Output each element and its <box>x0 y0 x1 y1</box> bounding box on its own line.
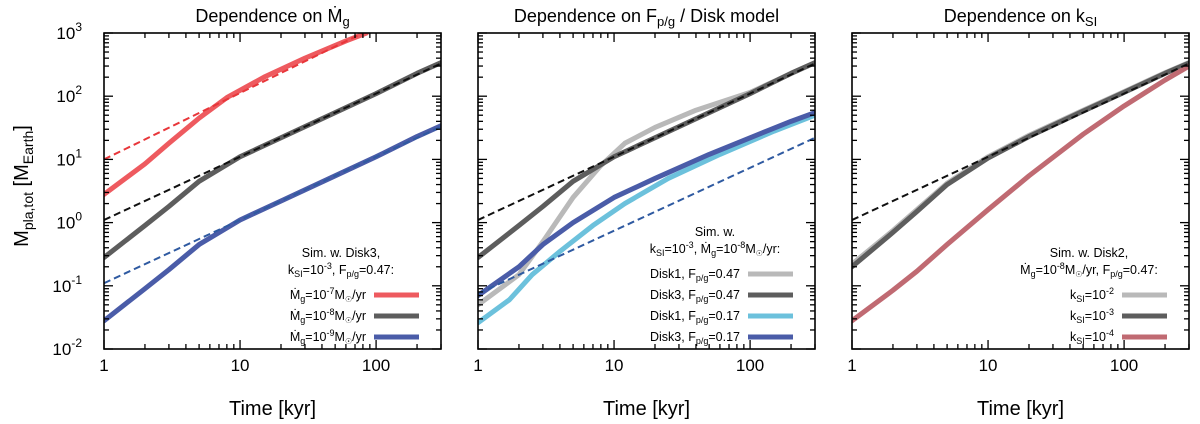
panel-title: Dependence on kSI​ <box>944 6 1097 29</box>
legend-label: Ṁg​=10-9​M☉​/yr <box>290 328 366 346</box>
legend-label: Disk1, Fp/g​=0.17 <box>650 309 740 325</box>
y-tick-label: 102 <box>56 83 82 106</box>
legend-header: Ṁg​=10-8​M☉​/yr, Fp/g​=0.47: <box>1020 261 1158 279</box>
y-tick-label: 10-2 <box>52 336 82 359</box>
y-tick-label: 101 <box>56 146 82 169</box>
legend-label: Ṁg​=10-8​M☉​/yr <box>290 307 366 325</box>
dashed-line-blue_dashed <box>478 136 815 295</box>
legend-header: Sim. w. Disk2, <box>1050 246 1129 260</box>
plot-frame <box>477 32 816 350</box>
series-line-light_blue <box>478 112 815 326</box>
series-line-blue <box>478 110 815 299</box>
panel-3: Dependence on kSI​ 1 10 100 Time [kyr] Sim. w… <box>847 6 1190 420</box>
series-group <box>852 60 1189 324</box>
legend-header: Sim. w. <box>695 225 735 239</box>
panels: Dependence on Ṁg​ 1 10 100 Time [kyr] 10-2 10-… <box>52 6 1190 420</box>
dashed-line-blue_dashed <box>104 125 441 285</box>
dashed-line-black_dashed <box>104 62 441 221</box>
legend-header: kSI​=10-3​, Ṁg​=10-8​M☉​/yr: <box>650 240 781 258</box>
x-axis-label: Time [kyr] <box>603 398 690 420</box>
plot-frame <box>103 32 442 350</box>
legend-label: Disk3, Fp/g​=0.47 <box>650 288 740 304</box>
legend-header: kSI​=10-3​, Fp/g​=0.47: <box>288 261 394 279</box>
dashed-line-black_dashed <box>852 62 1189 221</box>
x-axis-label: Time [kyr] <box>229 398 316 420</box>
series-line-dark_gray <box>478 60 815 261</box>
x-tick-label: 100 <box>362 356 390 375</box>
x-tick-label: 100 <box>736 356 764 375</box>
x-axis-label: Time [kyr] <box>977 398 1064 420</box>
x-tick-label: 10 <box>231 356 250 375</box>
panel-title: Dependence on Ṁg​ <box>195 6 349 29</box>
legend-label: kSI​=10-3​ <box>1070 307 1114 325</box>
y-tick-label: 100 <box>56 210 82 233</box>
legend-label: kSI​=10-2​ <box>1070 286 1114 304</box>
series-line-red <box>104 33 369 197</box>
y-tick-label: 10-1 <box>52 273 82 296</box>
legend-label: Disk1, Fp/g​=0.47 <box>650 267 740 283</box>
x-tick-label: 10 <box>979 356 998 375</box>
series-line-light_gray <box>852 60 1189 267</box>
x-tick-label: 1 <box>99 356 108 375</box>
x-tick-label: 1 <box>473 356 482 375</box>
series-line-dark_gray <box>104 60 441 261</box>
panel-title: Dependence on Fp/g / Disk model <box>514 6 779 29</box>
panel-2: Dependence on Fp/g / Disk model 1 10 100 Tim… <box>473 6 816 420</box>
y-axis-label: Mpla,tot [MEarth] <box>11 125 36 247</box>
legend-header: Sim. w. Disk3, <box>302 246 381 260</box>
series-line-rose <box>852 63 1189 324</box>
series-group <box>104 33 441 324</box>
legend-label: Disk3, Fp/g​=0.17 <box>650 330 740 346</box>
x-tick-label: 100 <box>1110 356 1138 375</box>
legend-label: kSI​=10-4​ <box>1070 328 1114 346</box>
y-tick-label: 103 <box>56 20 82 43</box>
dashed-line-black_dashed <box>478 62 815 221</box>
plot-frame <box>851 32 1190 350</box>
series-group <box>478 60 815 326</box>
legend-label: Ṁg​=10-7​M☉​/yr <box>290 286 366 304</box>
x-tick-label: 10 <box>605 356 624 375</box>
series-line-dark_gray <box>852 60 1189 270</box>
x-tick-label: 1 <box>847 356 856 375</box>
panel-1: Dependence on Ṁg​ 1 10 100 Time [kyr] 10-2 10-… <box>52 6 442 420</box>
dashed-line-red_dashed <box>104 33 364 161</box>
